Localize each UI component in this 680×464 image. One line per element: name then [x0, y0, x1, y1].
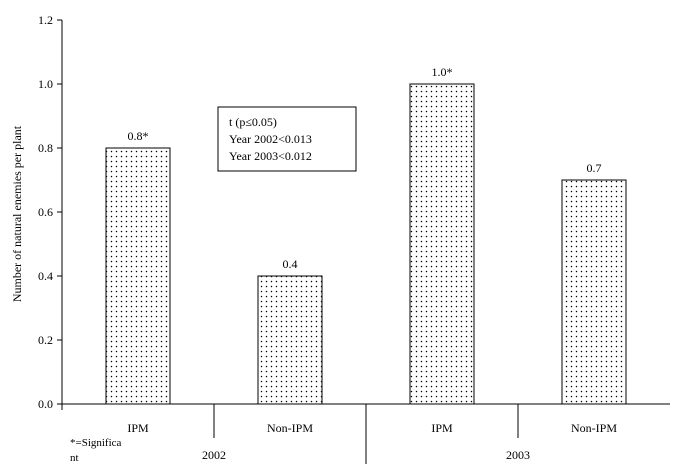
bar	[409, 83, 475, 405]
annotation-line-1: t (p≤0.05)	[229, 115, 277, 129]
y-tick-label: 0.6	[38, 205, 53, 219]
x-group-label: 2002	[202, 448, 226, 462]
footnote-line-1: *=Significa	[70, 437, 122, 449]
annotation-line-2: Year 2002<0.013	[229, 132, 312, 146]
bar-value-label: 0.4	[283, 257, 298, 271]
bars	[105, 83, 627, 405]
y-axis-ticks: 0.0 0.2 0.4 0.6 0.8 1.0 1.2	[38, 13, 62, 411]
x-category-labels: IPM Non-IPM IPM Non-IPM	[127, 421, 617, 435]
annotation-box-frame	[217, 106, 357, 172]
y-tick-label: 0.2	[38, 333, 53, 347]
footnote-line-2: nt	[70, 452, 79, 464]
bar	[105, 147, 171, 405]
x-category-label: Non-IPM	[267, 421, 313, 435]
y-tick-label: 1.2	[38, 13, 53, 27]
bar-value-label: 0.7	[587, 161, 602, 175]
y-tick-label: 0.8	[38, 141, 53, 155]
x-axis-dividers	[213, 404, 519, 464]
significance-annotation-box: t (p≤0.05) Year 2002<0.013 Year 2003<0.0…	[217, 106, 357, 172]
annotation-line-3: Year 2003<0.012	[229, 149, 312, 163]
x-category-label: IPM	[127, 421, 149, 435]
value-labels: 0.8* 0.4 1.0* 0.7	[128, 65, 602, 271]
y-axis-label: Number of natural enemies per plant	[10, 125, 24, 302]
y-tick-label: 0.4	[38, 269, 53, 283]
x-category-label: IPM	[431, 421, 453, 435]
bar-value-label: 0.8*	[128, 129, 149, 143]
bar	[561, 179, 627, 405]
x-group-labels: 2002 2003	[202, 448, 530, 462]
bar-value-label: 1.0*	[432, 65, 453, 79]
y-tick-label: 1.0	[38, 77, 53, 91]
x-group-label: 2003	[506, 448, 530, 462]
x-category-label: Non-IPM	[571, 421, 617, 435]
bar	[257, 275, 323, 405]
y-tick-label: 0.0	[38, 397, 53, 411]
